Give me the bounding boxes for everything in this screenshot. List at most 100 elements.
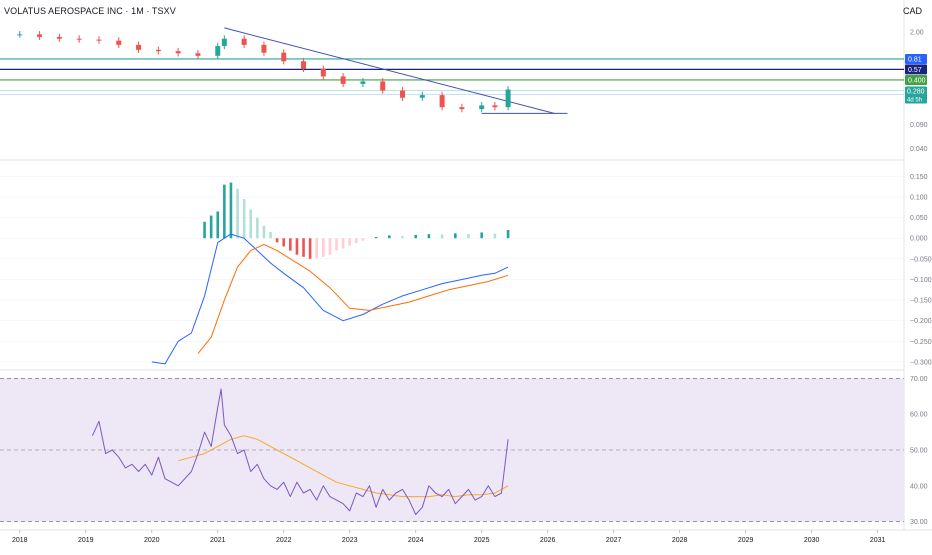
price-candle bbox=[281, 52, 287, 62]
price-candle bbox=[479, 105, 485, 110]
price-candle bbox=[37, 34, 43, 37]
rsi-tick-label: 70.00 bbox=[910, 376, 928, 383]
macd-histogram-bar bbox=[242, 199, 246, 239]
macd-line bbox=[151, 233, 509, 365]
signal-line bbox=[197, 243, 509, 354]
price-candle bbox=[459, 107, 465, 110]
time-tick-label: 2021 bbox=[210, 537, 226, 544]
level-price-badge bbox=[905, 53, 927, 64]
time-tick-label: 2028 bbox=[672, 537, 688, 544]
time-tick-label: 2018 bbox=[12, 537, 28, 544]
level-price-badge bbox=[905, 64, 927, 75]
macd-histogram-bar bbox=[341, 238, 345, 249]
macd-histogram-bar bbox=[203, 221, 206, 239]
price-candle bbox=[301, 61, 307, 69]
price-candle bbox=[155, 49, 161, 52]
chart-title: VOLATUS AEROSPACE INC · 1M · TSXV bbox=[4, 6, 176, 16]
rsi-tick-label: 60.00 bbox=[910, 412, 928, 419]
macd-tick-label: −0.100 bbox=[910, 277, 932, 284]
macd-histogram-bar bbox=[480, 232, 483, 239]
price-candle bbox=[17, 34, 23, 36]
price-candle bbox=[419, 95, 425, 98]
time-tick-label: 2025 bbox=[474, 537, 490, 544]
price-candle bbox=[505, 89, 511, 108]
macd-histogram-bar bbox=[506, 230, 510, 239]
price-tick-label: 2.00 bbox=[910, 30, 924, 37]
macd-tick-label: 0.050 bbox=[910, 215, 928, 222]
level-price-label: 0.81 bbox=[908, 56, 922, 63]
macd-histogram-bar bbox=[322, 238, 325, 257]
macd-tick-label: −0.050 bbox=[910, 256, 932, 263]
macd-histogram-bar bbox=[388, 235, 391, 239]
price-candle bbox=[175, 51, 181, 54]
price-candle bbox=[116, 40, 122, 45]
price-candle bbox=[215, 46, 221, 56]
last-price-badge bbox=[905, 86, 927, 104]
time-tick-label: 2029 bbox=[738, 537, 754, 544]
time-tick-label: 2031 bbox=[870, 537, 886, 544]
macd-histogram-bar bbox=[229, 182, 233, 239]
macd-tick-label: −0.150 bbox=[910, 298, 932, 305]
time-tick-label: 2024 bbox=[408, 537, 424, 544]
time-tick-label: 2026 bbox=[540, 537, 556, 544]
macd-tick-label: −0.200 bbox=[910, 318, 932, 325]
macd-histogram-bar bbox=[328, 238, 332, 255]
macd-histogram-bar bbox=[348, 238, 352, 246]
level-price-label: 0.57 bbox=[908, 67, 922, 74]
price-candle bbox=[56, 36, 62, 39]
time-tick-label: 2030 bbox=[804, 537, 820, 544]
macd-tick-label: 0.000 bbox=[910, 236, 928, 243]
macd-histogram-bar bbox=[262, 225, 266, 239]
macd-histogram-bar bbox=[275, 238, 279, 243]
macd-histogram-bar bbox=[361, 238, 365, 241]
macd-histogram-bar bbox=[295, 238, 299, 255]
macd-histogram-bar bbox=[335, 238, 338, 251]
macd-histogram-bar bbox=[282, 238, 286, 247]
price-candle bbox=[380, 81, 386, 91]
price-candle bbox=[492, 105, 498, 108]
price-candle bbox=[439, 95, 445, 108]
rsi-tick-label: 30.00 bbox=[910, 519, 928, 526]
countdown-label: 4d 5h bbox=[907, 98, 922, 104]
macd-histogram-bar bbox=[256, 217, 259, 239]
time-tick-label: 2023 bbox=[342, 537, 358, 544]
price-candle bbox=[136, 44, 142, 50]
rsi-line bbox=[91, 388, 509, 515]
trendline bbox=[224, 27, 555, 114]
macd-histogram-bar bbox=[249, 209, 253, 239]
macd-histogram-bar bbox=[269, 232, 272, 239]
macd-histogram-bar bbox=[209, 215, 213, 239]
macd-tick-label: −0.300 bbox=[910, 359, 932, 366]
macd-tick-label: 0.150 bbox=[910, 174, 928, 181]
price-candle bbox=[261, 44, 267, 53]
price-candle bbox=[221, 38, 227, 47]
macd-histogram-bar bbox=[414, 234, 418, 239]
last-price-label: 0.280 bbox=[907, 89, 925, 96]
price-candle bbox=[400, 90, 406, 98]
price-candle bbox=[96, 39, 102, 41]
macd-histogram-bar bbox=[453, 233, 457, 239]
macd-histogram-bar bbox=[315, 238, 319, 259]
price-tick-label: 0.090 bbox=[910, 122, 928, 129]
macd-histogram-bar bbox=[493, 233, 497, 239]
price-candle bbox=[241, 38, 247, 45]
macd-histogram-bar bbox=[374, 237, 378, 239]
macd-histogram-bar bbox=[216, 211, 220, 239]
macd-tick-label: −0.250 bbox=[910, 339, 932, 346]
time-tick-label: 2020 bbox=[144, 537, 160, 544]
level-price-label: 0.400 bbox=[908, 77, 926, 84]
macd-histogram-bar bbox=[236, 188, 239, 239]
price-tick-label: 0.040 bbox=[910, 146, 928, 153]
macd-histogram-bar bbox=[289, 238, 292, 251]
price-candle bbox=[320, 68, 326, 77]
macd-histogram-bar bbox=[223, 184, 226, 239]
time-tick-label: 2019 bbox=[78, 537, 94, 544]
macd-histogram-bar bbox=[302, 238, 305, 257]
time-tick-label: 2027 bbox=[606, 537, 622, 544]
price-candle bbox=[360, 81, 366, 84]
price-candle bbox=[76, 38, 82, 40]
macd-histogram-bar bbox=[401, 236, 404, 239]
rsi-ma-line bbox=[178, 435, 509, 498]
